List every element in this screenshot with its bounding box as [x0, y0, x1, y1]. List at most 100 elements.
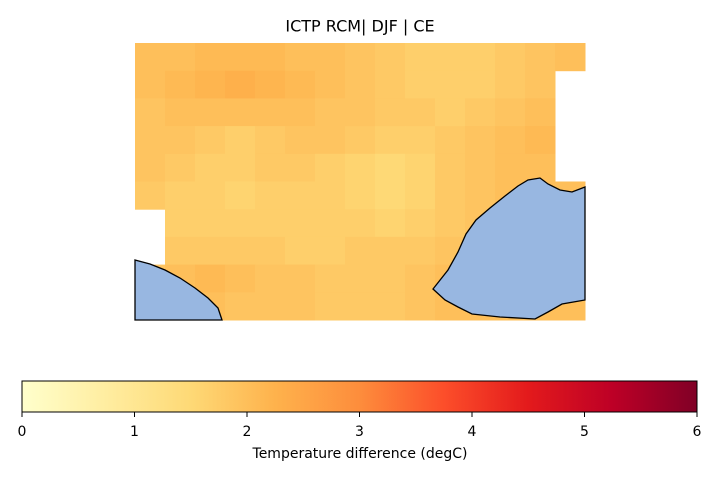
grid-cell [225, 181, 256, 210]
grid-cell [195, 181, 226, 210]
grid-cell [315, 209, 346, 238]
grid-cell [345, 98, 376, 127]
grid-cell [315, 292, 346, 321]
grid-cell [135, 70, 166, 99]
grid-cell [135, 126, 166, 155]
grid-cell [375, 264, 406, 293]
grid-cell [225, 70, 256, 99]
grid-cell [165, 236, 196, 266]
grid-cell [195, 126, 226, 155]
grid-cell [345, 126, 376, 155]
grid-cell [225, 236, 256, 266]
grid-cell [525, 70, 556, 99]
grid-cell [285, 43, 316, 72]
grid-cell [435, 70, 466, 99]
grid-cell [195, 70, 226, 99]
grid-cell [405, 181, 436, 210]
grid-cell [375, 153, 406, 182]
grid-cell [225, 292, 256, 321]
grid-cell [405, 292, 436, 321]
grid-cell [435, 98, 466, 127]
grid-cell [315, 236, 346, 266]
grid-cell [255, 181, 286, 210]
grid-cell [465, 70, 496, 99]
grid-cell [435, 43, 466, 72]
grid-cell [195, 209, 226, 238]
grid-cell [465, 98, 496, 127]
grid-cell [375, 181, 406, 210]
grid-cell [525, 98, 556, 127]
grid-cell [375, 70, 406, 99]
sea-west [134, 259, 223, 321]
grid-cell [315, 98, 346, 127]
grid-cell [405, 236, 436, 266]
grid-cell [165, 98, 196, 127]
grid-cell [255, 70, 286, 99]
grid-cell [495, 126, 526, 155]
grid-cell [255, 98, 286, 127]
grid-cell [195, 43, 226, 72]
grid-cell [315, 126, 346, 155]
grid-cell [345, 43, 376, 72]
grid-cell [375, 126, 406, 155]
grid-cell [225, 98, 256, 127]
grid-cell [345, 70, 376, 99]
sea-east [432, 177, 586, 320]
grid-cell [405, 43, 436, 72]
grid-cell [315, 70, 346, 99]
grid-cell [225, 43, 256, 72]
grid-cell [495, 43, 526, 72]
grid-cell [405, 264, 436, 293]
grid-cell [165, 153, 196, 182]
grid-cell [495, 153, 526, 182]
map-title: ICTP RCM| DJF | CE [285, 17, 434, 36]
grid-cell [375, 209, 406, 238]
tick-label: 5 [580, 424, 589, 440]
grid-cell [435, 209, 466, 238]
grid-cell [345, 264, 376, 293]
grid-cell [375, 43, 406, 72]
grid-cell [405, 98, 436, 127]
grid-cell [405, 126, 436, 155]
grid-cell [225, 264, 256, 293]
grid-cell [255, 264, 286, 293]
grid-cell [315, 181, 346, 210]
grid-cell [255, 43, 286, 72]
grid-cell [225, 209, 256, 238]
grid-cell [165, 181, 196, 210]
grid-cell [285, 126, 316, 155]
grid-cell [285, 98, 316, 127]
grid-cell [135, 43, 166, 72]
grid-cell [495, 70, 526, 99]
grid-cell [405, 153, 436, 182]
tick-label: 0 [18, 424, 27, 440]
grid-cell [165, 126, 196, 155]
grid-cell [285, 70, 316, 99]
colorbar-box [21, 380, 698, 413]
grid-cell [405, 70, 436, 99]
grid-cell [555, 43, 586, 72]
sea [134, 177, 586, 321]
grid-cell [225, 126, 256, 155]
grid-cell [135, 153, 166, 182]
grid-cell [165, 70, 196, 99]
grid-cell [195, 236, 226, 266]
grid-cell [525, 43, 556, 72]
grid-cell [285, 264, 316, 293]
grid-cell [525, 153, 556, 182]
grid-cell [465, 126, 496, 155]
grid-cell [225, 153, 256, 182]
grid-cell [255, 209, 286, 238]
tick-label: 6 [693, 424, 702, 440]
grid-cell [285, 209, 316, 238]
grid-cell [135, 98, 166, 127]
grid-cell [345, 236, 376, 266]
grid-cell [345, 181, 376, 210]
grid-cell [285, 181, 316, 210]
grid-cell [345, 153, 376, 182]
grid-cell [285, 236, 316, 266]
grid-cell [195, 153, 226, 182]
grid-cell [255, 292, 286, 321]
grid-cell [195, 264, 226, 293]
